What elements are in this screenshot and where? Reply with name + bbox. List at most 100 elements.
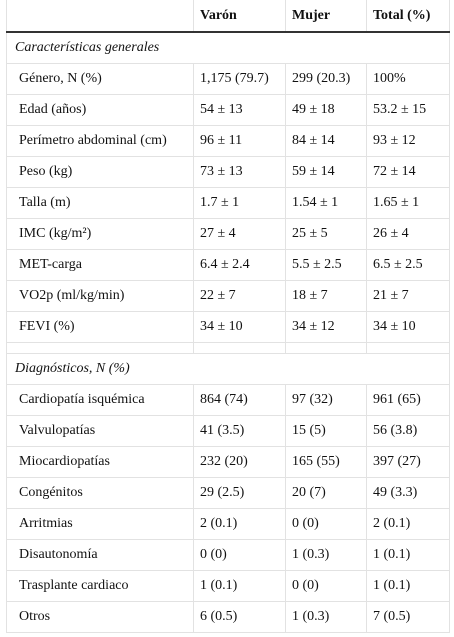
row-label: Perímetro abdominal (cm) bbox=[6, 125, 194, 157]
section-title: Diagnósticos, N (%) bbox=[6, 353, 450, 385]
cell: 1 (0.1) bbox=[366, 539, 450, 571]
cell: 1.65 ± 1 bbox=[366, 187, 450, 219]
cell: 34 ± 10 bbox=[366, 311, 450, 343]
cell: 6.4 ± 2.4 bbox=[193, 249, 286, 281]
data-row: VO2p (ml/kg/min) 22 ± 7 18 ± 7 21 ± 7 bbox=[6, 280, 450, 312]
cell: 49 (3.3) bbox=[366, 477, 450, 509]
cell: 18 ± 7 bbox=[285, 280, 367, 312]
cell: 1 (0.1) bbox=[193, 570, 286, 602]
cell: 20 (7) bbox=[285, 477, 367, 509]
cell: 54 ± 13 bbox=[193, 94, 286, 126]
cell: 6.5 ± 2.5 bbox=[366, 249, 450, 281]
row-label: Miocardiopatías bbox=[6, 446, 194, 478]
cell: 49 ± 18 bbox=[285, 94, 367, 126]
header-cell: Total (%) bbox=[366, 0, 450, 33]
data-row: Género, N (%) 1,175 (79.7) 299 (20.3) 100% bbox=[6, 63, 450, 95]
data-row: Edad (años) 54 ± 13 49 ± 18 53.2 ± 15 bbox=[6, 94, 450, 126]
header-cell bbox=[6, 0, 194, 33]
row-label: Género, N (%) bbox=[6, 63, 194, 95]
cell: 34 ± 10 bbox=[193, 311, 286, 343]
cell: 6 (0.5) bbox=[193, 601, 286, 633]
row-label: Peso (kg) bbox=[6, 156, 194, 188]
cell: 1,175 (79.7) bbox=[193, 63, 286, 95]
header-cell: Mujer bbox=[285, 0, 367, 33]
cell: 165 (55) bbox=[285, 446, 367, 478]
row-label: IMC (kg/m²) bbox=[6, 218, 194, 250]
cell: 1.7 ± 1 bbox=[193, 187, 286, 219]
section-row: Características generales bbox=[6, 31, 450, 64]
data-row: Arritmias 2 (0.1) 0 (0) 2 (0.1) bbox=[6, 508, 450, 540]
header-row: Varón Mujer Total (%) bbox=[6, 0, 450, 33]
data-row: Disautonomía 0 (0) 1 (0.3) 1 (0.1) bbox=[6, 539, 450, 571]
cell: 0 (0) bbox=[193, 539, 286, 571]
row-label: Talla (m) bbox=[6, 187, 194, 219]
cell: 73 ± 13 bbox=[193, 156, 286, 188]
row-label: FEVI (%) bbox=[6, 311, 194, 343]
cell: 56 (3.8) bbox=[366, 415, 450, 447]
spacer-cell bbox=[193, 342, 286, 354]
cell: 7 (0.5) bbox=[366, 601, 450, 633]
row-label: Arritmias bbox=[6, 508, 194, 540]
cell: 2 (0.1) bbox=[366, 508, 450, 540]
row-label: VO2p (ml/kg/min) bbox=[6, 280, 194, 312]
data-row: Miocardiopatías 232 (20) 165 (55) 397 (27) bbox=[6, 446, 450, 478]
cell: 96 ± 11 bbox=[193, 125, 286, 157]
data-row: Otros 6 (0.5) 1 (0.3) 7 (0.5) bbox=[6, 601, 450, 633]
cell: 53.2 ± 15 bbox=[366, 94, 450, 126]
row-label: Otros bbox=[6, 601, 194, 633]
cell: 1 (0.3) bbox=[285, 601, 367, 633]
cell: 100% bbox=[366, 63, 450, 95]
row-label: Disautonomía bbox=[6, 539, 194, 571]
cell: 34 ± 12 bbox=[285, 311, 367, 343]
cell: 2 (0.1) bbox=[193, 508, 286, 540]
cell: 5.5 ± 2.5 bbox=[285, 249, 367, 281]
cell: 0 (0) bbox=[285, 508, 367, 540]
row-label: Edad (años) bbox=[6, 94, 194, 126]
cell: 25 ± 5 bbox=[285, 218, 367, 250]
cell: 961 (65) bbox=[366, 384, 450, 416]
row-label: MET-carga bbox=[6, 249, 194, 281]
header-cell: Varón bbox=[193, 0, 286, 33]
cell: 29 (2.5) bbox=[193, 477, 286, 509]
cell: 97 (32) bbox=[285, 384, 367, 416]
data-row: FEVI (%) 34 ± 10 34 ± 12 34 ± 10 bbox=[6, 311, 450, 343]
data-row: Cardiopatía isquémica 864 (74) 97 (32) 961 … bbox=[6, 384, 450, 416]
cell: 41 (3.5) bbox=[193, 415, 286, 447]
spacer-row bbox=[6, 342, 450, 354]
data-row: IMC (kg/m²) 27 ± 4 25 ± 5 26 ± 4 bbox=[6, 218, 450, 250]
cell: 27 ± 4 bbox=[193, 218, 286, 250]
spacer-cell bbox=[6, 342, 194, 354]
row-label: Cardiopatía isquémica bbox=[6, 384, 194, 416]
cell: 0 (0) bbox=[285, 570, 367, 602]
row-label: Trasplante cardiaco bbox=[6, 570, 194, 602]
data-row: Peso (kg) 73 ± 13 59 ± 14 72 ± 14 bbox=[6, 156, 450, 188]
cell: 232 (20) bbox=[193, 446, 286, 478]
cell: 21 ± 7 bbox=[366, 280, 450, 312]
cell: 15 (5) bbox=[285, 415, 367, 447]
data-row: Perímetro abdominal (cm) 96 ± 11 84 ± 14 93… bbox=[6, 125, 450, 157]
section-row: Diagnósticos, N (%) bbox=[6, 353, 450, 385]
cell: 299 (20.3) bbox=[285, 63, 367, 95]
data-row: MET-carga 6.4 ± 2.4 5.5 ± 2.5 6.5 ± 2.5 bbox=[6, 249, 450, 281]
cell: 26 ± 4 bbox=[366, 218, 450, 250]
cell: 93 ± 12 bbox=[366, 125, 450, 157]
row-label: Valvulopatías bbox=[6, 415, 194, 447]
cell: 864 (74) bbox=[193, 384, 286, 416]
cell: 397 (27) bbox=[366, 446, 450, 478]
cell: 1 (0.3) bbox=[285, 539, 367, 571]
row-label: Congénitos bbox=[6, 477, 194, 509]
cell: 22 ± 7 bbox=[193, 280, 286, 312]
cell: 1 (0.1) bbox=[366, 570, 450, 602]
spacer-cell bbox=[366, 342, 450, 354]
data-row: Valvulopatías 41 (3.5) 15 (5) 56 (3.8) bbox=[6, 415, 450, 447]
data-row: Talla (m) 1.7 ± 1 1.54 ± 1 1.65 ± 1 bbox=[6, 187, 450, 219]
cell: 84 ± 14 bbox=[285, 125, 367, 157]
cell: 72 ± 14 bbox=[366, 156, 450, 188]
data-row: Trasplante cardiaco 1 (0.1) 0 (0) 1 (0.1) bbox=[6, 570, 450, 602]
section-title: Características generales bbox=[6, 31, 450, 64]
cell: 1.54 ± 1 bbox=[285, 187, 367, 219]
spacer-cell bbox=[285, 342, 367, 354]
data-table: Varón Mujer Total (%) Características gene… bbox=[6, 0, 450, 633]
cell: 59 ± 14 bbox=[285, 156, 367, 188]
